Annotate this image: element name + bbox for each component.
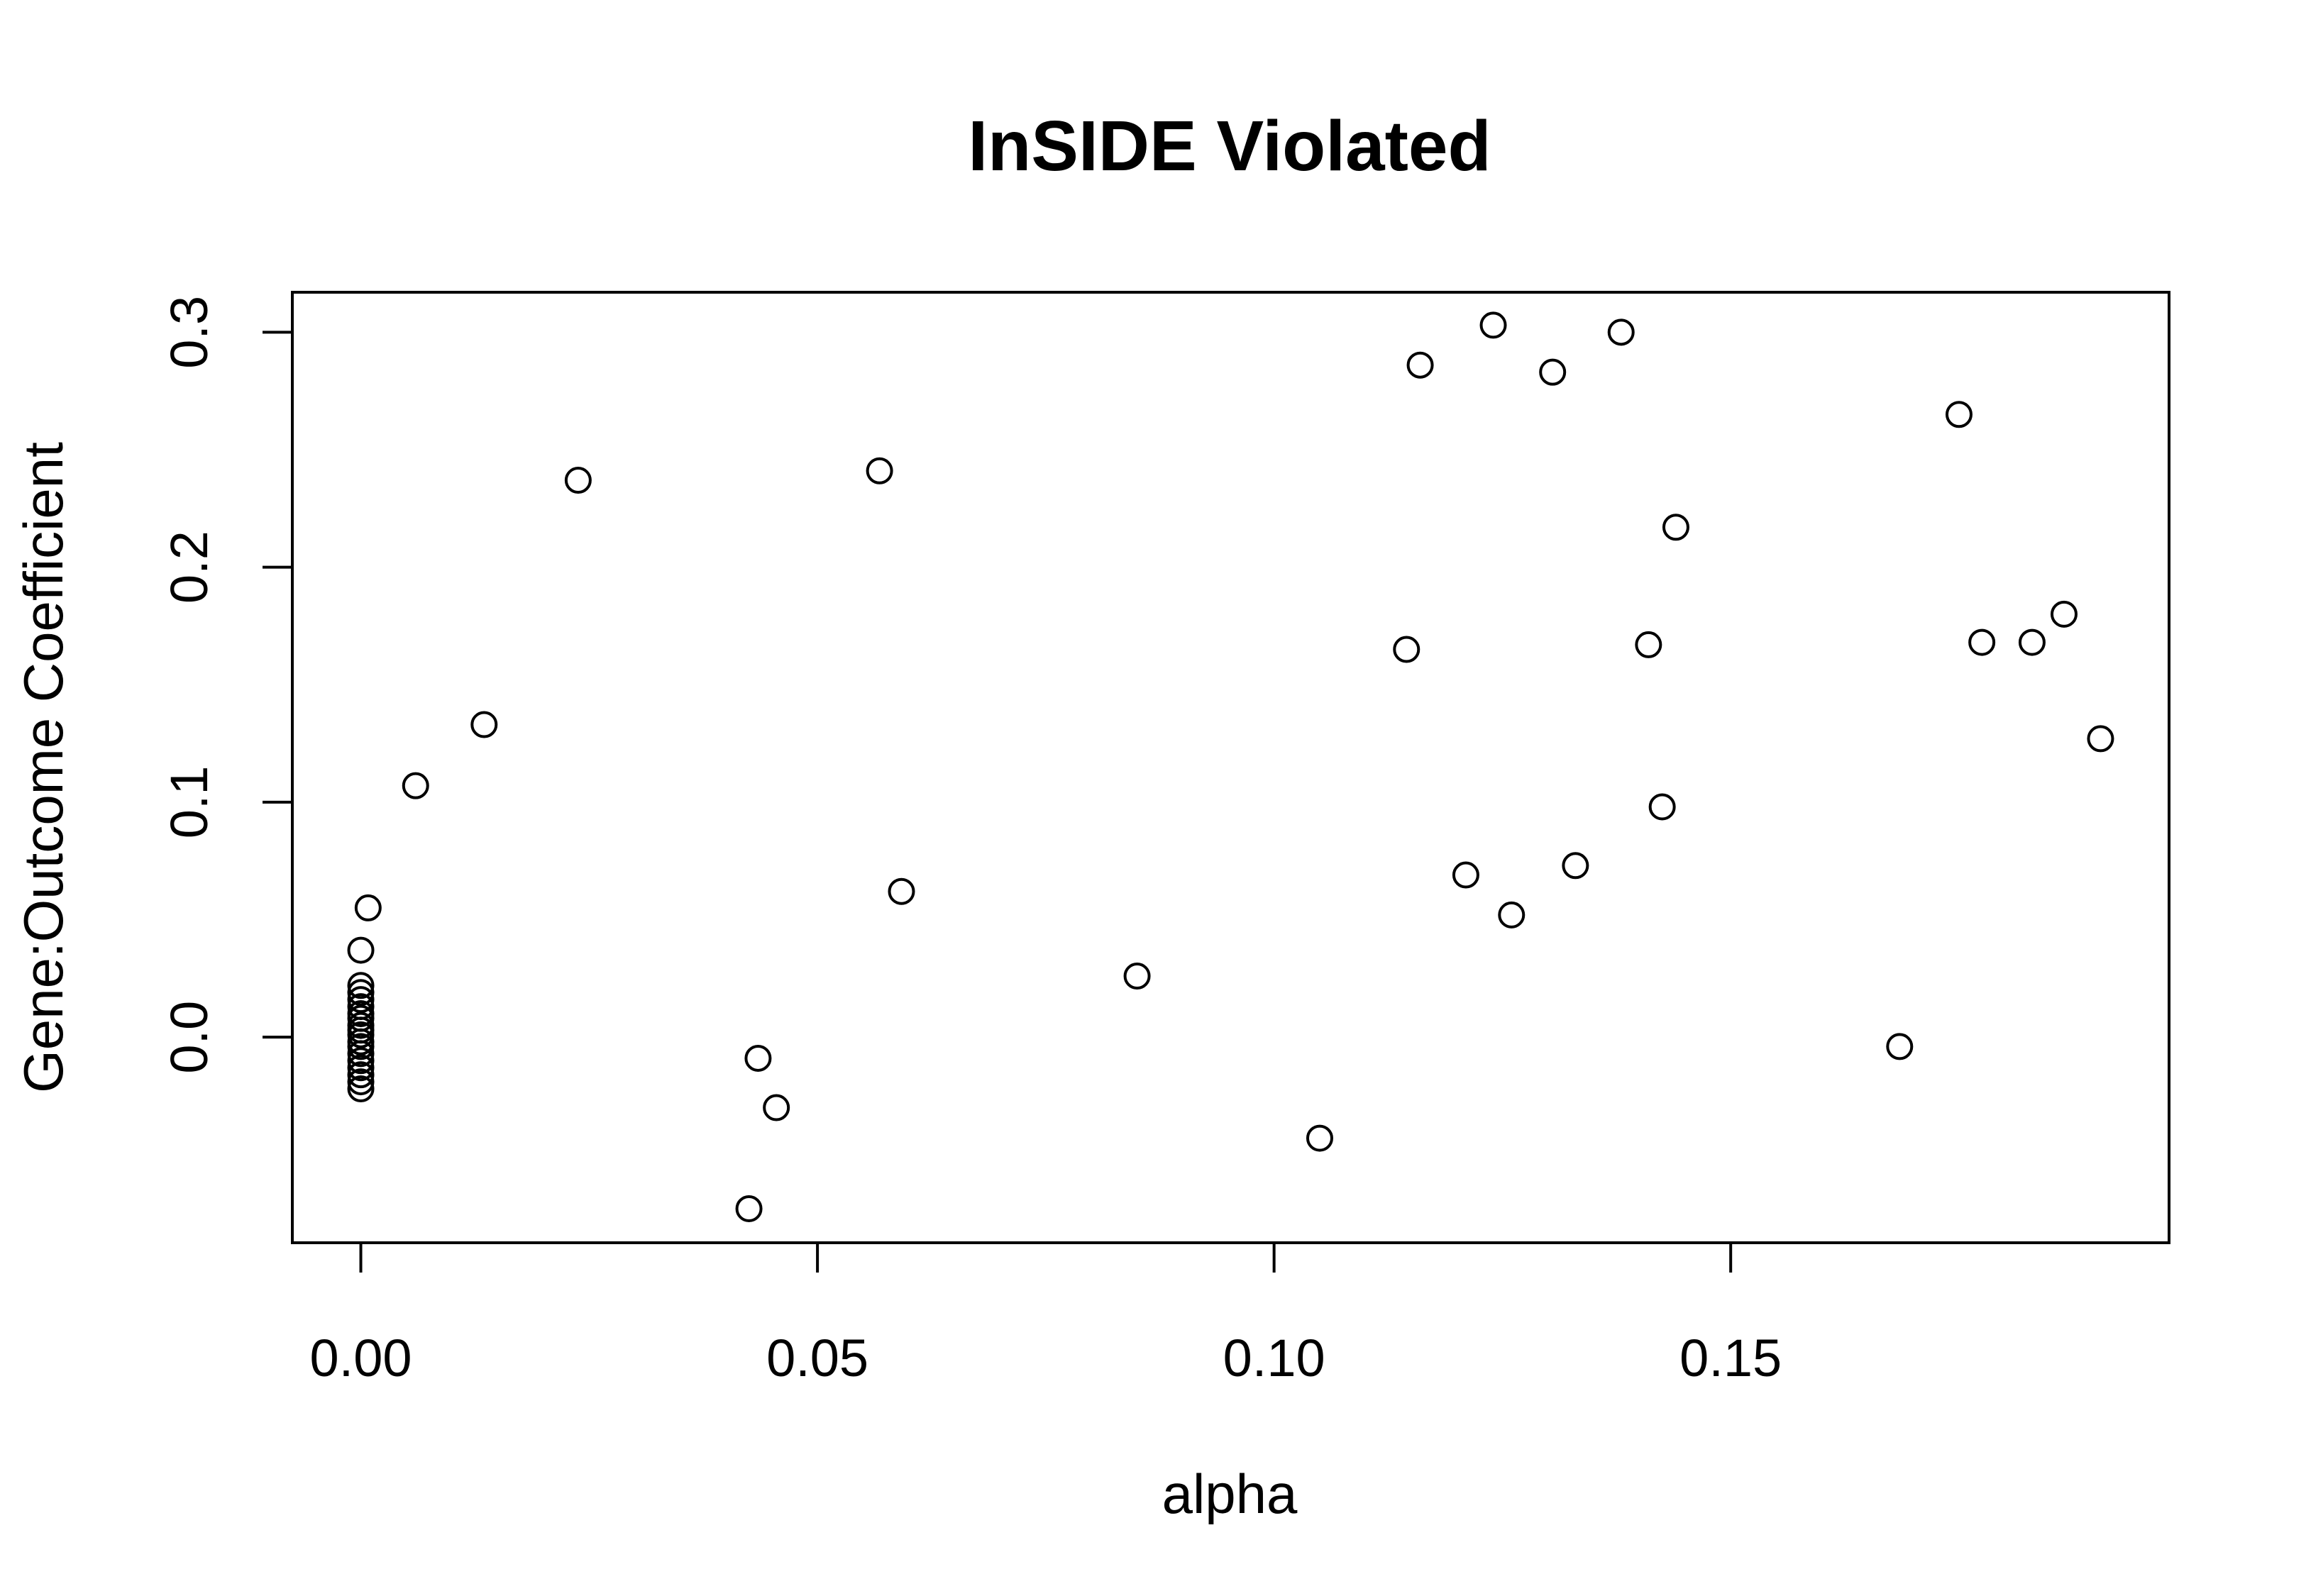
x-axis: 0.00 0.05 0.10 0.15 <box>310 1241 1782 1387</box>
y-axis-label: Gene:Outcome Coefficient <box>12 442 75 1093</box>
data-point <box>1886 1033 1914 1060</box>
data-point <box>744 1044 772 1072</box>
data-point <box>347 972 375 999</box>
data-point <box>1452 861 1479 889</box>
data-point <box>2050 600 2078 628</box>
data-point <box>347 1075 375 1103</box>
data-point <box>1648 793 1676 821</box>
data-point <box>402 772 429 799</box>
x-tick-label: 0.15 <box>1679 1329 1782 1387</box>
data-point <box>564 467 592 494</box>
x-tick-label: 0.10 <box>1223 1329 1325 1387</box>
data-point <box>470 711 498 738</box>
data-point <box>347 1033 375 1060</box>
data-point <box>354 894 382 921</box>
y-tick-label: 0.3 <box>160 296 219 369</box>
data-point <box>1635 631 1662 658</box>
x-axis-label: alpha <box>1162 1463 1298 1525</box>
data-point <box>347 1054 375 1082</box>
data-point <box>1607 318 1635 346</box>
data-point <box>866 457 893 484</box>
data-point <box>1498 901 1526 929</box>
data-point <box>1968 628 1996 656</box>
data-point <box>1562 852 1589 880</box>
y-tick-label: 0.1 <box>160 765 219 838</box>
data-points <box>347 311 2114 1222</box>
data-point <box>2087 725 2114 753</box>
y-tick-label: 0.2 <box>160 531 219 604</box>
data-point <box>1945 401 1973 428</box>
data-point <box>1393 636 1420 663</box>
data-point <box>763 1094 790 1121</box>
chart-title: InSIDE Violated <box>968 106 1491 186</box>
data-point <box>735 1195 763 1222</box>
x-tick-label: 0.00 <box>310 1329 412 1387</box>
y-axis: 0.0 0.1 0.2 0.3 <box>160 296 294 1074</box>
data-point <box>347 1061 375 1089</box>
data-point <box>347 1068 375 1096</box>
data-point <box>1406 351 1434 379</box>
data-point <box>347 979 375 1007</box>
plot-area-frame <box>291 291 2170 1244</box>
data-point <box>2018 628 2046 656</box>
data-point <box>347 986 375 1014</box>
x-tick-label: 0.05 <box>766 1329 868 1387</box>
data-point <box>1539 358 1567 386</box>
data-point <box>347 1040 375 1068</box>
data-point <box>1306 1124 1333 1152</box>
data-point <box>347 1021 375 1048</box>
data-point <box>347 1047 375 1075</box>
y-tick-label: 0.0 <box>160 1001 219 1074</box>
data-point <box>1123 963 1151 990</box>
data-point <box>1479 311 1507 339</box>
data-point <box>347 936 375 964</box>
data-point <box>1662 514 1689 541</box>
data-point <box>888 877 915 905</box>
